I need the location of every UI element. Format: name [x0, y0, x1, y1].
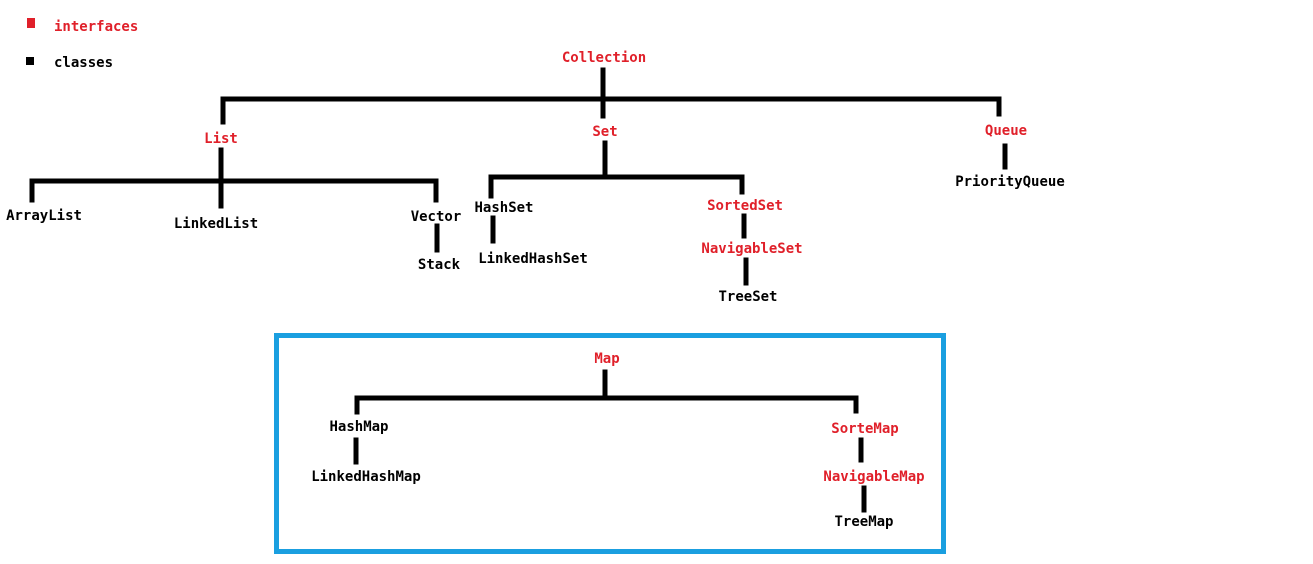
map-hierarchy-box: [274, 333, 946, 554]
node-navigablemap: NavigableMap: [823, 469, 924, 485]
node-sortedset: SortedSet: [707, 198, 783, 214]
node-treeset: TreeSet: [718, 289, 777, 305]
node-queue: Queue: [985, 123, 1027, 139]
legend-interfaces-label: interfaces: [54, 19, 138, 35]
node-vector: Vector: [411, 209, 462, 225]
node-sortemap: SorteMap: [831, 421, 898, 437]
legend-interface-swatch: [27, 18, 35, 28]
node-collection: Collection: [562, 50, 646, 66]
legend-classes-label: classes: [54, 55, 113, 71]
node-set: Set: [592, 124, 617, 140]
node-priorityqueue: PriorityQueue: [955, 174, 1065, 190]
node-list: List: [204, 131, 238, 147]
node-hashmap: HashMap: [329, 419, 388, 435]
node-navigableset: NavigableSet: [701, 241, 802, 257]
node-arraylist: ArrayList: [6, 208, 82, 224]
collection-tree-lines: [29, 67, 1008, 286]
node-linkedhashmap: LinkedHashMap: [311, 469, 421, 485]
node-hashset: HashSet: [474, 200, 533, 216]
node-linkedlist: LinkedList: [174, 216, 258, 232]
node-stack: Stack: [418, 257, 461, 273]
node-linkedhashset: LinkedHashSet: [478, 251, 588, 267]
map-tree-lines: [353, 369, 867, 513]
node-map: Map: [594, 351, 619, 367]
node-treemap: TreeMap: [834, 514, 893, 530]
legend-class-swatch: [26, 57, 34, 65]
